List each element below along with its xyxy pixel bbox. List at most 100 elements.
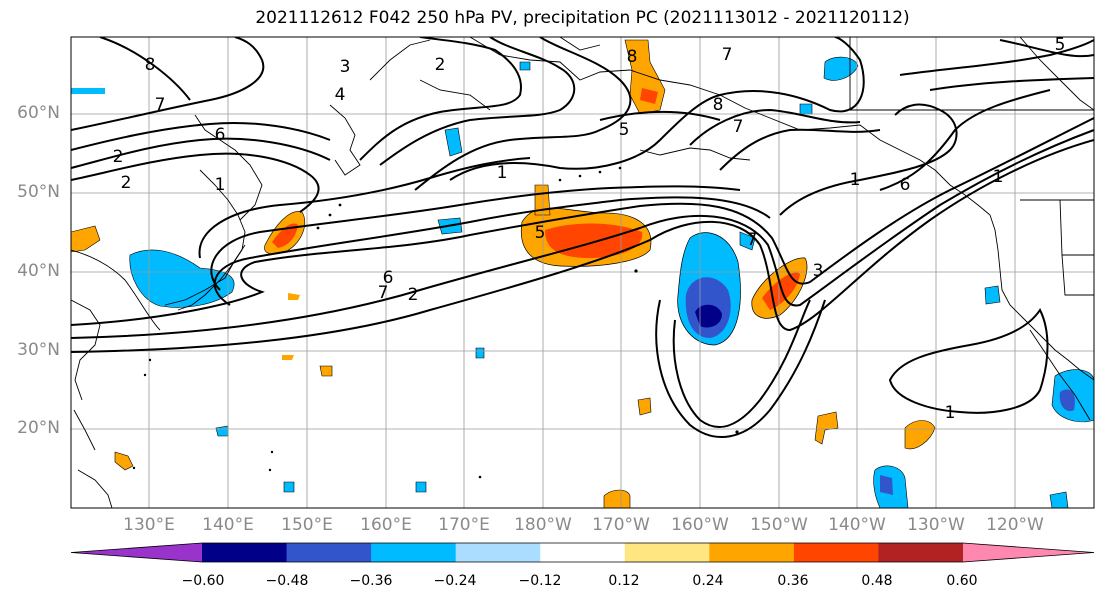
- contour-label: 5: [535, 223, 546, 243]
- colorbar-segment: [878, 543, 964, 562]
- plot-frame: [70, 36, 1095, 509]
- colorbar-tick-label: 0.48: [861, 573, 893, 589]
- colorbar-segment: [624, 543, 710, 562]
- pv-contour: [449, 37, 865, 181]
- pv-contour: [929, 77, 1094, 91]
- contour-label: 6: [215, 125, 226, 145]
- map-title: 2021112612 F042 250 hPa PV, precipitatio…: [255, 8, 910, 28]
- contour-label: 1: [850, 170, 861, 190]
- pv-contour: [99, 37, 191, 101]
- colorbar-segment: [455, 543, 541, 562]
- contour-label: 2: [408, 285, 419, 305]
- lat-label: 20°N: [17, 418, 60, 438]
- colorbar: [70, 542, 1095, 563]
- lat-label: 60°N: [17, 103, 60, 123]
- colorbar-tick-label: 0.12: [608, 573, 640, 589]
- pv-contour: [210, 185, 741, 291]
- contour-label: 3: [340, 57, 351, 77]
- pv-contour: [414, 37, 632, 191]
- colorbar-extend-low: [71, 543, 202, 562]
- pv-contour: [71, 121, 331, 151]
- lon-label: 140°W: [828, 515, 886, 535]
- colorbar-tick-label: 0.36: [777, 573, 809, 589]
- lon-label: 130°W: [907, 515, 965, 535]
- lon-label: 160°W: [671, 515, 729, 535]
- pv-contour: [779, 103, 958, 216]
- pv-contour: [899, 39, 1094, 76]
- contour-label: 3: [813, 261, 824, 281]
- pv-contour: [71, 152, 320, 213]
- contour-label: 7: [747, 230, 758, 250]
- pv-contour: [71, 137, 331, 169]
- lat-label: 50°N: [17, 182, 60, 202]
- contour-labels: 8 3 2 4 7 6 2 1 2 1 5 8 7 5 7 1 7 6 1 6 …: [113, 35, 1066, 423]
- colorbar-tick-label: −0.48: [265, 573, 309, 589]
- colorbar-segment: [202, 543, 288, 562]
- pv-contour: [999, 39, 1094, 58]
- pv-contour: [71, 37, 265, 131]
- contour-label: 6: [383, 268, 394, 288]
- pv-contour: [879, 89, 1051, 191]
- pv-contours: [71, 37, 1094, 438]
- contour-label: 6: [900, 175, 911, 195]
- colorbar-tick-label: −0.12: [518, 573, 562, 589]
- contour-label: 8: [145, 55, 156, 75]
- contour-label: 5: [619, 120, 630, 140]
- contour-label: 5: [1055, 35, 1066, 55]
- colorbar-segment: [793, 543, 879, 562]
- colorbar-tick-label: −0.60: [181, 573, 225, 589]
- lon-label: 170°E: [438, 515, 490, 535]
- lon-label: 150°W: [750, 515, 808, 535]
- lon-label: 160°E: [360, 515, 412, 535]
- pv-contour: [359, 37, 522, 161]
- pv-contour: [71, 129, 1094, 339]
- contour-label: 8: [713, 95, 724, 115]
- pv-contour: [719, 128, 881, 171]
- pv-contour: [379, 37, 576, 166]
- colorbar-segment: [709, 543, 795, 562]
- contour-label: 7: [733, 117, 744, 137]
- contour-label: 1: [945, 403, 956, 423]
- islands: [132, 166, 739, 479]
- colorbar-tick-label: −0.36: [349, 573, 393, 589]
- contour-label: 1: [497, 163, 508, 183]
- lat-label: 40°N: [17, 261, 60, 281]
- colorbar-segment: [286, 543, 372, 562]
- contour-label: 2: [435, 55, 446, 75]
- contour-label: 7: [378, 283, 389, 303]
- colorbar-extend-high: [963, 543, 1094, 562]
- lon-label: 170°W: [592, 515, 650, 535]
- lat-label: 30°N: [17, 340, 60, 360]
- pv-contour: [655, 299, 826, 438]
- colorbar-segment: [540, 543, 626, 562]
- colorbar-outline: [70, 542, 1095, 563]
- contour-label: 1: [993, 167, 1004, 187]
- colorbar-segment: [371, 543, 457, 562]
- contour-label: 8: [627, 47, 638, 67]
- lon-label: 120°W: [986, 515, 1044, 535]
- lon-label: 130°E: [123, 515, 175, 535]
- pv-contour: [888, 308, 1049, 414]
- coastlines: [71, 37, 1094, 508]
- precip-strong-negative-region: [695, 304, 722, 328]
- precip-negative-region: [129, 249, 235, 308]
- pv-contour: [198, 157, 531, 259]
- colorbar-tick-label: −0.24: [433, 573, 477, 589]
- contour-label: 7: [155, 95, 166, 115]
- contour-label: 2: [121, 173, 132, 193]
- pv-contour: [71, 139, 1094, 353]
- pv-contour: [71, 117, 1094, 326]
- lon-label: 150°E: [281, 515, 333, 535]
- lon-label: 180°W: [514, 515, 572, 535]
- lon-label: 140°E: [202, 515, 254, 535]
- contour-label: 7: [722, 45, 733, 65]
- pv-contour: [599, 110, 721, 121]
- contour-label: 1: [215, 175, 226, 195]
- pv-contour: [213, 196, 771, 306]
- pv-contour: [689, 108, 861, 146]
- contour-label: 4: [335, 85, 346, 105]
- colorbar-tick-label: 0.24: [692, 573, 724, 589]
- contour-label: 2: [113, 147, 124, 167]
- pv-contour: [672, 299, 811, 429]
